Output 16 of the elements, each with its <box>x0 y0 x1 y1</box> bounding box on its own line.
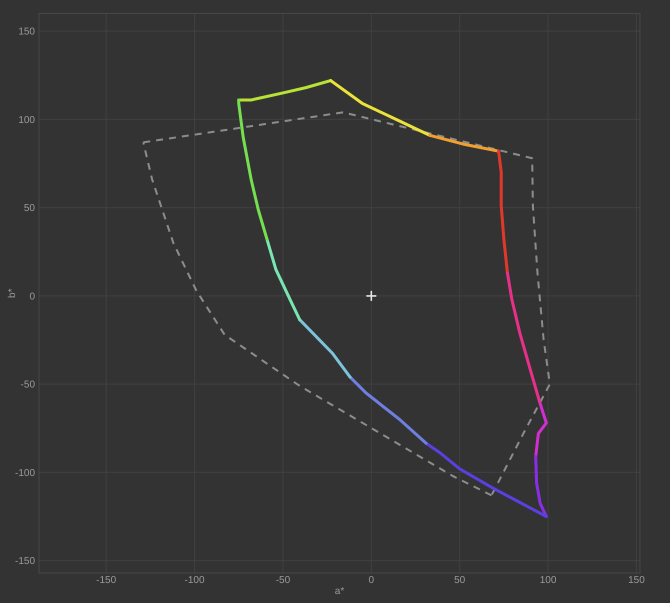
x-tick-label: 100 <box>540 575 557 586</box>
x-tick-label: 150 <box>628 575 646 586</box>
x-tick-label: 50 <box>454 575 466 586</box>
y-tick-label: 0 <box>29 291 36 302</box>
y-axis-title: b* <box>7 288 18 298</box>
x-tick-label: -100 <box>184 575 205 586</box>
x-tick-label: 0 <box>368 575 375 586</box>
y-tick-label: 100 <box>18 114 36 126</box>
x-axis-title: a* <box>334 586 344 597</box>
y-tick-label: -100 <box>14 468 36 479</box>
y-tick-label: -150 <box>14 556 36 568</box>
y-tick-label: -50 <box>20 380 36 391</box>
y-tick-label: 50 <box>24 203 36 214</box>
x-tick-label: -50 <box>276 575 291 586</box>
x-tick-label: -150 <box>96 575 117 586</box>
y-tick-label: 150 <box>18 26 36 38</box>
